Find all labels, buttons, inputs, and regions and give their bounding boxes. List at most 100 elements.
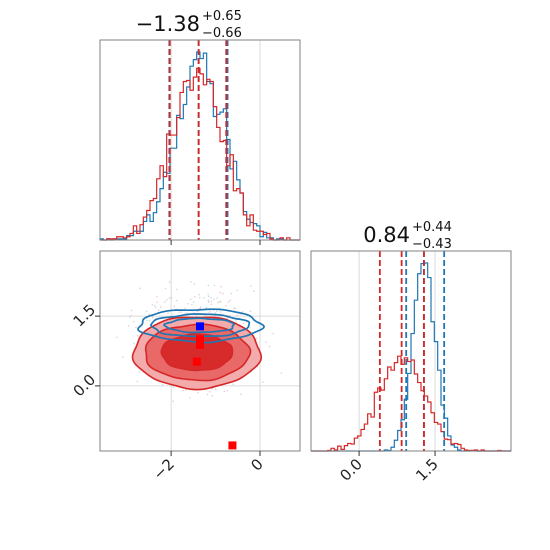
p2-sample-point — [190, 281, 192, 283]
p2-sample-point — [168, 281, 171, 283]
p2-sample-point — [211, 394, 214, 397]
p2-sample-point — [156, 295, 158, 298]
p3-hist-red — [311, 355, 511, 452]
p2-blue-contour — [163, 317, 235, 334]
p2-sample-point — [226, 389, 229, 392]
panel-bottom-right-title-median: 0.84 — [363, 223, 410, 247]
p2-sample-point — [234, 307, 236, 310]
p2-sample-point — [249, 326, 252, 329]
p2-sample-point — [205, 306, 207, 309]
p2-sample-point — [207, 293, 209, 296]
panel-bottom-right-title-plus: +0.44 — [412, 220, 452, 235]
panel-bottom-right-frame — [310, 250, 512, 452]
p2-sample-point — [229, 299, 231, 302]
panel-bottom-left-blue-contours — [137, 308, 266, 344]
p2-sample-point — [209, 310, 212, 312]
p2-sample-point — [116, 336, 118, 339]
p2-sample-point — [249, 310, 252, 312]
p2-sample-point — [214, 312, 217, 314]
p2-sample-point — [184, 307, 186, 310]
p2-sample-point — [207, 284, 210, 287]
p2-sample-point — [198, 296, 201, 299]
p2-sample-point — [280, 372, 283, 374]
p3-xtick-label: 1.5 — [412, 455, 442, 485]
panel-top-left-title-plus: +0.65 — [202, 9, 242, 24]
panel-top-left-histogram: −1.38 +0.65 −0.66 — [99, 9, 301, 245]
panel-bottom-left-2d: −2 0 0.0 1.5 — [70, 250, 301, 483]
p2-sample-point — [208, 311, 210, 314]
p2-sample-point — [216, 310, 218, 312]
p2-sample-point — [159, 305, 162, 308]
p2-sample-point — [265, 341, 267, 343]
p2-sample-point — [207, 301, 210, 303]
p2-marker — [196, 322, 204, 331]
p2-sample-point — [138, 371, 141, 373]
p2-sample-point — [229, 314, 231, 317]
p2-sample-point — [155, 306, 157, 309]
p1-hist-blue — [99, 51, 300, 241]
panel-top-left-title-minus: −0.66 — [202, 26, 242, 41]
p2-sample-point — [172, 313, 174, 316]
p2-sample-point — [216, 297, 218, 299]
p2-sample-point — [189, 298, 192, 301]
p2-sample-point — [184, 312, 187, 314]
p2-marker — [196, 335, 204, 344]
p2-sample-point — [163, 301, 166, 303]
p2-sample-point — [224, 305, 227, 307]
p2-sample-point — [187, 302, 189, 305]
p2-sample-point — [191, 303, 193, 306]
p3-hist-blue — [311, 262, 511, 452]
p2-sample-point — [148, 313, 150, 315]
p2-sample-point — [213, 298, 215, 301]
p3-xtick-label: 0.0 — [336, 455, 366, 485]
p2-sample-point — [193, 283, 196, 285]
p2-sample-point — [135, 326, 137, 328]
p2-sample-point — [184, 389, 187, 391]
p2-sample-point — [156, 301, 159, 304]
p2-sample-point — [222, 292, 224, 295]
p2-sample-point — [210, 303, 213, 306]
p2-sample-point — [197, 391, 199, 394]
p2-sample-point — [127, 324, 130, 327]
p2-sample-point — [207, 299, 210, 302]
p2-sample-point — [157, 309, 160, 311]
p2-sample-point — [230, 292, 232, 295]
p2-sample-point — [210, 297, 213, 299]
p2-sample-point — [133, 320, 135, 323]
panel-bottom-right-grid — [358, 251, 436, 451]
p2-sample-point — [146, 319, 148, 322]
p2-sample-point — [166, 299, 168, 301]
p2-sample-point — [122, 356, 124, 358]
panel-top-left-frame — [99, 39, 301, 241]
p2-sample-point — [236, 289, 239, 292]
p2-sample-point — [232, 383, 234, 385]
p2-sample-point — [194, 295, 196, 298]
panel-top-left-grid — [170, 40, 261, 240]
p2-sample-point — [203, 297, 205, 299]
p2-xtick-label: 0 — [247, 455, 266, 474]
p2-sample-point — [173, 305, 176, 308]
p2-sample-point — [214, 315, 217, 317]
p2-sample-point — [170, 297, 173, 299]
p2-sample-point — [268, 345, 271, 348]
p2-sample-point — [136, 335, 139, 337]
panel-bottom-right-title-minus: −0.43 — [412, 237, 452, 252]
p2-sample-point — [199, 307, 202, 310]
p2-sample-point — [242, 322, 245, 325]
p2-sample-point — [219, 291, 222, 294]
p2-marker — [192, 357, 201, 366]
p2-sample-point — [233, 307, 235, 309]
p2-sample-point — [262, 381, 264, 383]
p2-sample-point — [136, 380, 139, 383]
p2-sample-point — [161, 315, 163, 317]
p2-sample-point — [219, 311, 222, 313]
p2-sample-point — [164, 287, 167, 290]
p2-sample-point — [172, 400, 175, 403]
p2-sample-point — [175, 299, 178, 302]
p2-marker — [228, 441, 237, 450]
p2-blue-contour — [150, 313, 251, 338]
p2-sample-point — [161, 383, 164, 386]
p2-xtick-label: −2 — [150, 455, 178, 483]
p2-sample-point — [176, 288, 178, 291]
